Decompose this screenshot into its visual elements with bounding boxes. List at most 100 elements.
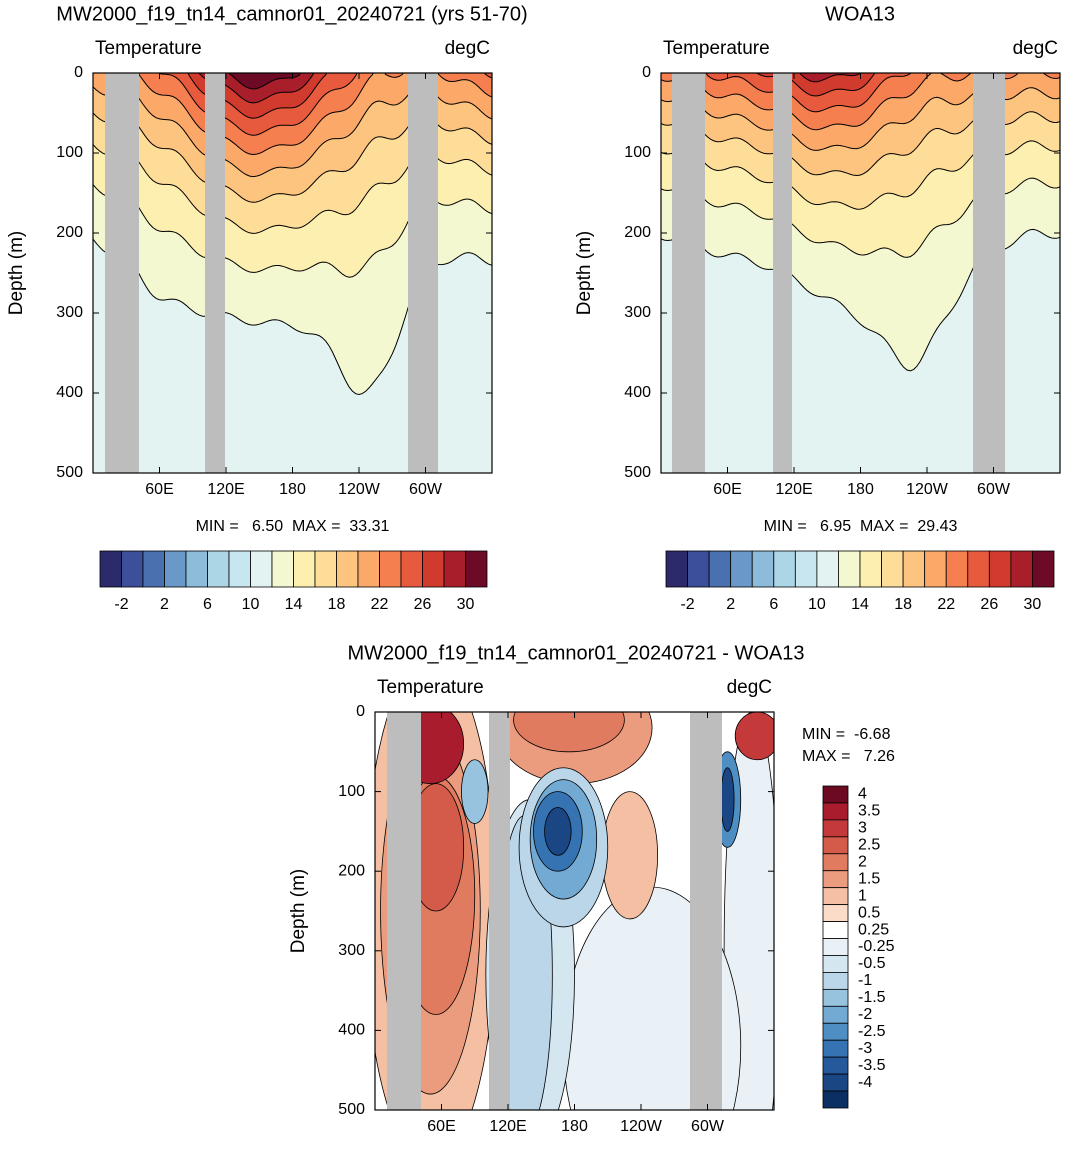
- y-tick-label: 100: [56, 144, 83, 161]
- land-mask: [408, 73, 438, 473]
- colorbar-box: [859, 550, 882, 588]
- x-tick-label: 60W: [691, 1118, 725, 1135]
- colorbar-box: [822, 972, 849, 990]
- field: [93, 73, 492, 473]
- right-label: degC: [1013, 38, 1058, 59]
- colorbar-label: 30: [1024, 596, 1042, 613]
- land-mask: [387, 712, 421, 1110]
- colorbar-box: [822, 955, 849, 973]
- colorbar-box: [1032, 550, 1055, 588]
- colorbar-label: 1: [858, 887, 867, 904]
- colorbar-box: [822, 1022, 849, 1041]
- land-mask: [105, 73, 139, 473]
- colorbar-box: [357, 550, 380, 588]
- colorbar-label: 18: [894, 596, 912, 613]
- colorbar-box: [250, 550, 273, 588]
- y-tick-label: 0: [356, 703, 365, 720]
- left-label: Temperature: [663, 38, 770, 59]
- colorbar-box: [422, 550, 445, 588]
- colorbar-box: [185, 550, 208, 588]
- colorbar-box: [822, 904, 849, 922]
- colorbar-label: -0.5: [858, 955, 886, 972]
- x-tick-label: 60W: [409, 481, 443, 498]
- y-tick-label: 0: [74, 64, 83, 81]
- colorbar-box: [379, 550, 402, 588]
- right-label: degC: [727, 677, 772, 698]
- x-tick-label: 60E: [427, 1118, 455, 1135]
- colorbar-label: 26: [414, 596, 432, 613]
- colorbar-box: [822, 938, 849, 956]
- colorbar-box: [465, 550, 488, 588]
- colorbar-box: [228, 550, 251, 588]
- y-tick-label: 300: [624, 304, 651, 321]
- y-tick-label: 500: [338, 1101, 365, 1118]
- y-axis-label: Depth (m): [288, 869, 309, 953]
- y-tick-label: 400: [56, 384, 83, 401]
- colorbar-label: -1.5: [858, 989, 886, 1006]
- colorbar-label: -0.25: [858, 938, 895, 955]
- colorbar-label: -2: [680, 596, 694, 613]
- anomaly-region: [734, 712, 774, 761]
- colorbar-label: 10: [242, 596, 260, 613]
- anomaly-region: [544, 807, 572, 856]
- colorbar-label: 2.5: [858, 837, 880, 854]
- colorbar-box: [881, 550, 904, 588]
- colorbar-box: [730, 550, 753, 588]
- panel-title: MW2000_f19_tn14_camnor01_20240721 - WOA1…: [348, 642, 805, 664]
- colorbar-label: -2: [858, 1006, 872, 1023]
- colorbar-label: 6: [203, 596, 212, 613]
- x-tick-label: 180: [847, 481, 874, 498]
- colorbar-box: [1010, 550, 1033, 588]
- anomaly-region: [720, 767, 735, 832]
- colorbar-label: 0.5: [858, 904, 880, 921]
- contour-line: [198, 73, 315, 104]
- colorbar-label: 30: [457, 596, 475, 613]
- contour-band: [757, 73, 875, 96]
- colorbar-box: [336, 550, 359, 588]
- contour-band: [228, 73, 301, 89]
- colorbar-box: [271, 550, 294, 588]
- colorbar-box: [164, 550, 187, 588]
- land-mask: [973, 73, 1005, 473]
- colorbar-box: [687, 550, 710, 588]
- x-tick-label: 120W: [906, 481, 949, 498]
- contour-band: [799, 73, 861, 82]
- field: [661, 68, 1060, 473]
- colorbar-label: 22: [937, 596, 955, 613]
- colorbar-box: [822, 1073, 849, 1092]
- y-tick-label: 100: [624, 144, 651, 161]
- colorbar-box: [207, 550, 230, 588]
- y-tick-label: 500: [56, 464, 83, 481]
- contour-line: [137, 73, 492, 156]
- y-tick-label: 500: [624, 464, 651, 481]
- contour-line: [661, 73, 1060, 131]
- y-axis-label: Depth (m): [574, 231, 595, 315]
- colorbar-box: [794, 550, 818, 588]
- colorbar-label: -2: [114, 596, 128, 613]
- colorbar-box: [751, 550, 775, 588]
- right-label: degC: [445, 38, 490, 59]
- land-mask: [690, 712, 722, 1110]
- colorbar-label: 18: [328, 596, 346, 613]
- colorbar-label: 6: [769, 596, 778, 613]
- y-tick-label: 200: [56, 224, 83, 241]
- colorbar-box: [142, 550, 165, 588]
- colorbar-label: 22: [371, 596, 389, 613]
- colorbar-label: 2: [858, 853, 867, 870]
- land-mask: [773, 73, 792, 473]
- colorbar-box: [822, 785, 849, 804]
- colorbar-label: 1.5: [858, 870, 880, 887]
- colorbar-box: [121, 550, 144, 588]
- colorbar-label: 3.5: [858, 803, 880, 820]
- y-tick-label: 200: [624, 224, 651, 241]
- colorbar-box: [838, 550, 861, 588]
- min-max: MIN = 6.95 MAX = 29.43: [764, 518, 958, 535]
- x-tick-label: 180: [279, 481, 306, 498]
- colorbar-box: [822, 1005, 849, 1024]
- y-tick-label: 400: [338, 1022, 365, 1039]
- colorbar-label: -3.5: [858, 1057, 886, 1074]
- x-tick-label: 120E: [775, 481, 812, 498]
- colorbar-box: [822, 887, 849, 906]
- contour-band: [661, 68, 1060, 69]
